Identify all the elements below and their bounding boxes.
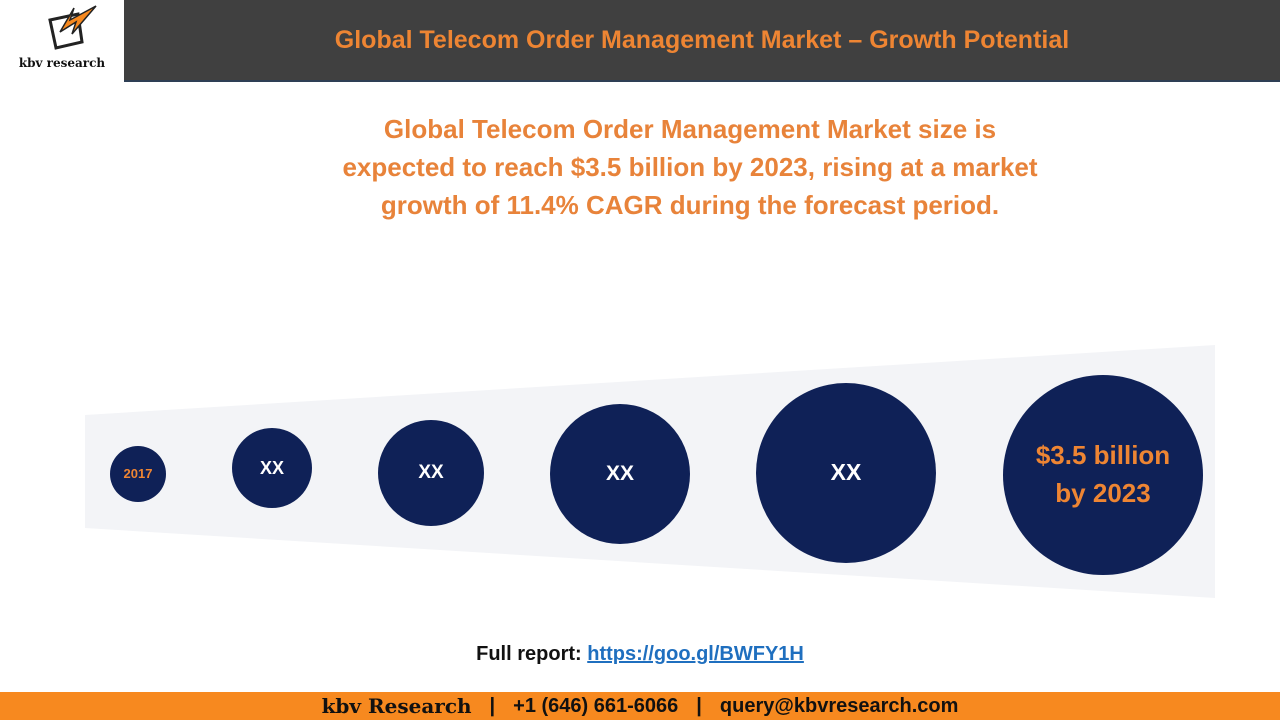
report-link[interactable]: https://goo.gl/BWFY1H [587, 643, 804, 665]
header-bar: Global Telecom Order Management Market –… [124, 0, 1280, 82]
title: Global Telecom Order Management Market –… [334, 25, 1070, 54]
growth-circle: $3.5 billion by 2023 [1003, 375, 1203, 575]
footer-company: kbv Research [321, 694, 472, 718]
growth-circle: XX [378, 420, 484, 526]
footer-phone: +1 (646) 661-6066 [513, 694, 679, 717]
circle-label: XX [259, 457, 284, 478]
logo-icon [48, 5, 97, 50]
growth-circle: 2017 [110, 446, 166, 502]
circle-label: XX [418, 462, 444, 484]
report-label: Full report: [476, 643, 582, 665]
circle-label: XX [830, 459, 862, 486]
footer-bar: kbv Research | +1 (646) 661-6066 | query… [0, 692, 1280, 720]
growth-circle: XX [756, 383, 936, 563]
logo-text: kbv research [18, 56, 106, 70]
logo: kbv research [0, 0, 124, 82]
summary: Global Telecom Order Management Market s… [342, 114, 1038, 220]
footer-separator: | [489, 694, 496, 717]
circle-label: 2017 [123, 465, 153, 481]
footer-email: query@kbvresearch.com [719, 694, 959, 717]
growth-circle: XX [550, 404, 690, 544]
circle-label: XX [605, 461, 634, 485]
growth-circle: XX [232, 428, 312, 508]
footer-separator: | [696, 694, 702, 717]
circle-label: $3.5 billion by 2023 [1035, 440, 1171, 508]
report-line: Full report: https://goo.gl/BWFY1H [0, 643, 1280, 666]
